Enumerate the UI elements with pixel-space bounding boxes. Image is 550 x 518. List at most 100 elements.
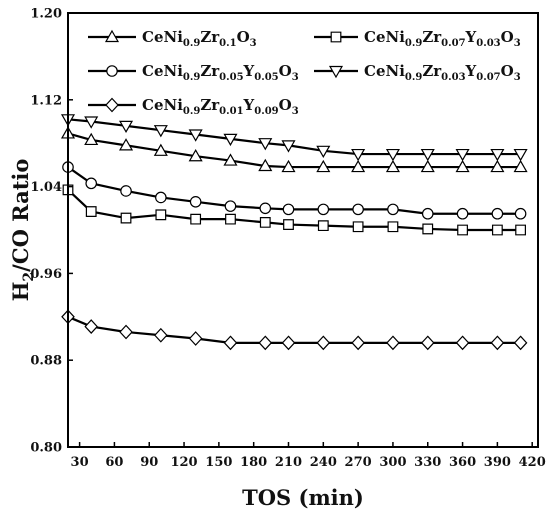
- x-tick-label: 240: [310, 455, 337, 470]
- data-point: [420, 159, 435, 173]
- data-point: [491, 207, 504, 220]
- data-point: [282, 203, 295, 216]
- data-point: [188, 331, 203, 346]
- data-point: [386, 335, 400, 351]
- legend-label-subscript: 3: [514, 38, 521, 49]
- series-line: [67, 118, 521, 156]
- series-2: [62, 184, 526, 236]
- data-point: [490, 335, 505, 351]
- y-tick-label: 1.04: [30, 180, 62, 195]
- data-point: [351, 159, 366, 173]
- y-axis-title-rest: /CO Ratio: [8, 159, 33, 272]
- data-point: [455, 148, 470, 162]
- data-point: [190, 213, 202, 225]
- legend-label-text: O: [501, 62, 514, 80]
- legend-label-text: CeNi: [364, 62, 405, 80]
- data-point: [455, 335, 470, 351]
- data-point: [387, 203, 399, 216]
- data-point: [188, 129, 203, 142]
- data-point: [223, 153, 238, 166]
- legend-label-text: Zr: [200, 62, 220, 80]
- series-4: [60, 114, 528, 162]
- y-tick-label: 0.96: [30, 267, 62, 282]
- series-1: [60, 126, 528, 173]
- data-point: [351, 148, 366, 162]
- legend-label-text: Y: [465, 62, 477, 80]
- data-point: [119, 324, 133, 340]
- legend-label-subscript: 0.03: [441, 72, 465, 83]
- data-point: [281, 335, 296, 351]
- legend-marker: [105, 97, 119, 113]
- legend-label-subscript: 3: [250, 38, 257, 49]
- data-point: [317, 203, 330, 216]
- data-point: [515, 224, 526, 236]
- legend-label-subscript: 3: [292, 72, 299, 83]
- legend-label-text: Y: [243, 62, 255, 80]
- data-point: [281, 140, 296, 153]
- legend-label-subscript: 0.07: [441, 38, 465, 49]
- legend-label-text: Zr: [422, 62, 442, 80]
- legend-label-text: Y: [465, 28, 477, 46]
- data-point: [224, 200, 237, 212]
- data-point: [84, 132, 99, 146]
- legend-item-5: CeNi0.9Zr0.01Y0.09O3: [88, 96, 299, 117]
- x-tick-label: 330: [414, 455, 441, 470]
- data-point: [85, 177, 98, 190]
- data-point: [514, 207, 527, 220]
- legend-marker: [106, 65, 118, 77]
- legend-label: CeNi0.9Zr0.05Y0.05O3: [142, 62, 299, 83]
- x-tick-label: 180: [240, 455, 267, 470]
- legend-label-text: O: [501, 28, 514, 46]
- data-point: [490, 159, 505, 173]
- legend-label-subscript: 0.03: [476, 38, 500, 49]
- data-point: [387, 221, 399, 233]
- y-axis-title-subscript: 2: [21, 272, 37, 282]
- legend-label-subscript: 0.9: [183, 106, 200, 117]
- data-point: [258, 158, 273, 172]
- data-point: [84, 319, 99, 334]
- data-point: [385, 159, 400, 173]
- data-point: [316, 335, 331, 351]
- x-tick-label: 90: [140, 455, 158, 470]
- y-axis-title-main: H: [8, 282, 33, 302]
- legend-label: CeNi0.9Zr0.03Y0.07O3: [364, 62, 521, 83]
- x-tick-label: 150: [205, 455, 232, 470]
- series-line: [67, 132, 521, 169]
- legend-label-subscript: 0.09: [254, 106, 278, 117]
- x-tick-label: 360: [449, 455, 476, 470]
- data-point: [259, 202, 272, 215]
- data-point: [155, 209, 167, 221]
- series-line: [67, 166, 521, 215]
- x-tick-label: 390: [484, 455, 511, 470]
- data-point: [352, 221, 364, 233]
- legend-marker: [330, 31, 342, 43]
- legend-label-text: O: [237, 28, 250, 46]
- data-point: [513, 148, 528, 162]
- y-tick-label: 1.20: [30, 7, 62, 22]
- data-point: [352, 203, 364, 216]
- legend-label-subscript: 0.07: [476, 72, 500, 83]
- data-point: [188, 149, 203, 162]
- legend-label-text: CeNi: [142, 62, 183, 80]
- data-point: [259, 217, 271, 228]
- legend-label-text: CeNi: [364, 28, 405, 46]
- data-point: [120, 212, 132, 224]
- data-point: [457, 224, 468, 236]
- legend-label: CeNi0.9Zr0.07Y0.03O3: [364, 28, 521, 49]
- x-axis-title: TOS (min): [242, 485, 364, 510]
- data-point: [351, 335, 365, 351]
- data-point: [316, 159, 331, 173]
- legend-label-text: O: [279, 96, 292, 114]
- legend-label-subscript: 0.05: [219, 72, 243, 83]
- y-tick-label: 0.80: [30, 441, 62, 456]
- legend-label-subscript: 0.9: [405, 38, 422, 49]
- legend-marker: [104, 29, 120, 43]
- legend-item-1: CeNi0.9Zr0.1O3: [88, 28, 257, 49]
- data-point: [225, 213, 236, 225]
- legend: CeNi0.9Zr0.1O3 CeNi0.9Zr0.07Y0.03O3CeNi0.…: [88, 28, 521, 117]
- data-point: [513, 335, 528, 351]
- y-tick-label: 1.12: [30, 93, 62, 108]
- data-point: [422, 223, 434, 235]
- legend-label-subscript: 3: [292, 106, 299, 117]
